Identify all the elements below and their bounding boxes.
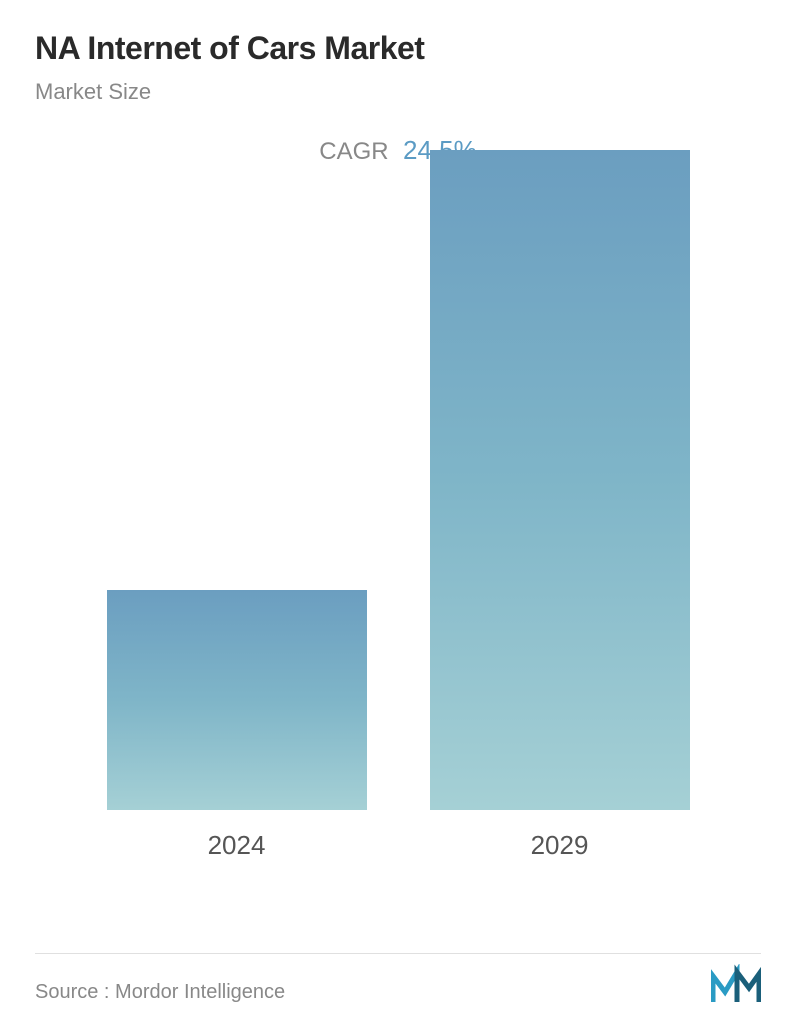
bar-0 [107, 590, 367, 810]
source-name: Mordor Intelligence [115, 981, 285, 1003]
divider-line [35, 953, 761, 954]
source-text: Source : Mordor Intelligence [35, 981, 285, 1004]
mordor-logo-icon [711, 964, 761, 1004]
bar-wrapper-0: 2024 [107, 590, 367, 861]
chart-title: NA Internet of Cars Market [35, 30, 761, 67]
chart-area: 2024 2029 [35, 181, 761, 861]
bar-label-0: 2024 [208, 830, 266, 861]
chart-subtitle: Market Size [35, 79, 761, 105]
bar-label-1: 2029 [531, 830, 589, 861]
bar-1 [430, 150, 690, 810]
chart-container: NA Internet of Cars Market Market Size C… [0, 0, 796, 1034]
bar-wrapper-1: 2029 [430, 150, 690, 861]
footer: Source : Mordor Intelligence [35, 964, 761, 1004]
source-prefix: Source : [35, 981, 109, 1003]
cagr-label: CAGR [319, 138, 388, 165]
